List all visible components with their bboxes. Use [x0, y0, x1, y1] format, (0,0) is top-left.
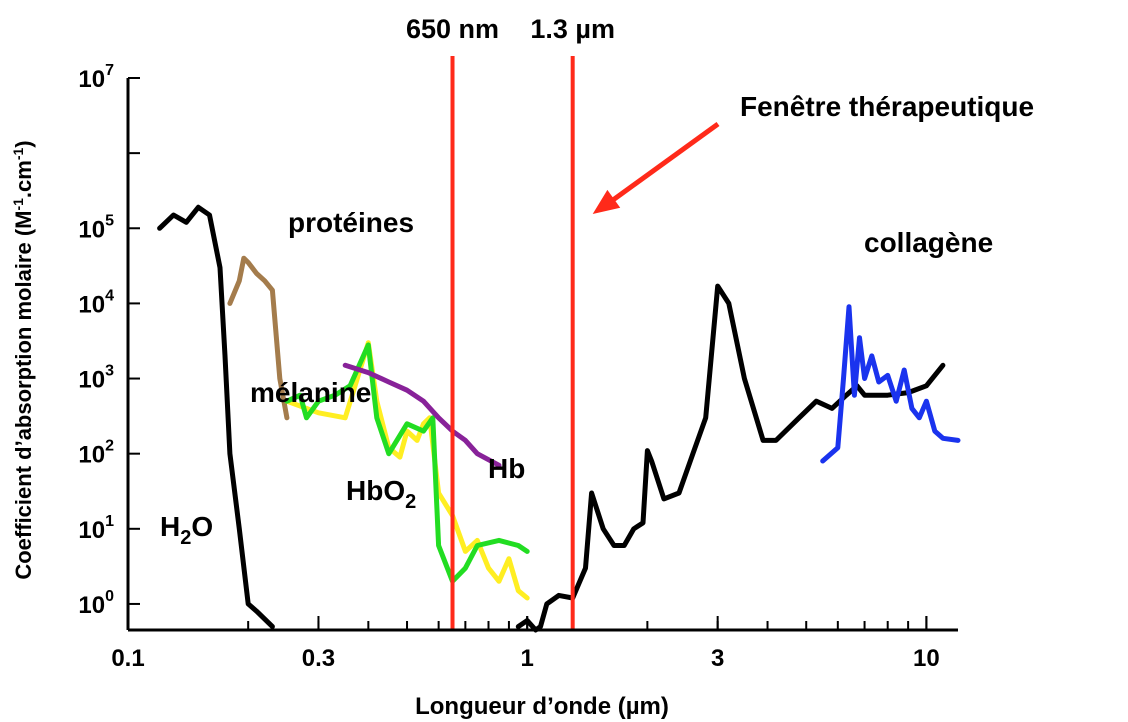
vline-label-0: 650 nm — [406, 14, 499, 44]
y-tick-label: 101 — [78, 513, 114, 544]
series-layer — [157, 204, 961, 633]
y-tick-exp: 4 — [105, 287, 114, 304]
annotation-arrowhead — [592, 189, 621, 214]
series-line-5 — [342, 362, 502, 468]
y-tick-base: 10 — [78, 216, 105, 243]
y-tick-base: 10 — [78, 592, 105, 619]
y-tick-exp: 3 — [105, 363, 114, 380]
y-tick-exp: 0 — [105, 588, 114, 605]
y-tick-label: 107 — [78, 62, 114, 93]
y-tick-exp: 1 — [105, 513, 114, 530]
series-label: collagène — [864, 227, 993, 258]
y-tick-base: 10 — [78, 442, 105, 469]
y-axis-label: Coefficient d’absorption molaire (M-1.cm… — [10, 140, 36, 579]
x-tick-label: 10 — [913, 645, 940, 672]
y-tick-base: 10 — [78, 291, 105, 318]
series-labels: H2O protéines Hb HbO2 mélanine collagène — [160, 207, 993, 549]
annotation-arrow — [603, 121, 720, 209]
x-tick-label: 0.1 — [111, 645, 144, 672]
series-line-4 — [284, 342, 530, 584]
series-line-0 — [157, 204, 275, 630]
y-tick-exp: 7 — [105, 62, 114, 79]
series-label: protéines — [288, 207, 414, 238]
y-tick-exp: 5 — [105, 212, 114, 229]
y-tick-label: 105 — [78, 212, 114, 243]
annotation-label: Fenêtre thérapeutique — [740, 91, 1034, 122]
y-tick-base: 10 — [78, 517, 105, 544]
axes — [126, 78, 958, 632]
vline-label-1: 1.3 µm — [530, 14, 615, 44]
x-tick-label: 1 — [521, 645, 534, 672]
y-tick-label: 103 — [78, 363, 114, 394]
y-tick-exp: 2 — [105, 438, 114, 455]
y-tick-label: 104 — [78, 287, 114, 318]
y-tick-base: 10 — [78, 367, 105, 394]
series-label: H2O — [160, 511, 213, 549]
series-label: HbO2 — [346, 475, 416, 513]
y-tick-label: 100 — [78, 588, 114, 619]
series-line-1 — [515, 283, 946, 633]
series-label: mélanine — [250, 377, 371, 408]
annotation: Fenêtre thérapeutique — [592, 91, 1034, 214]
y-tick-base: 10 — [78, 66, 105, 93]
series-line-6 — [820, 304, 961, 464]
y-tick-label: 102 — [78, 438, 114, 469]
x-axis-label: Longueur d’onde (µm) — [415, 693, 669, 720]
series-line-2 — [227, 255, 290, 421]
series-label: Hb — [488, 453, 525, 484]
reference-lines: 650 nm 1.3 µm — [406, 14, 615, 630]
x-tick-label: 3 — [711, 645, 724, 672]
x-tick-label: 0.3 — [302, 645, 335, 672]
